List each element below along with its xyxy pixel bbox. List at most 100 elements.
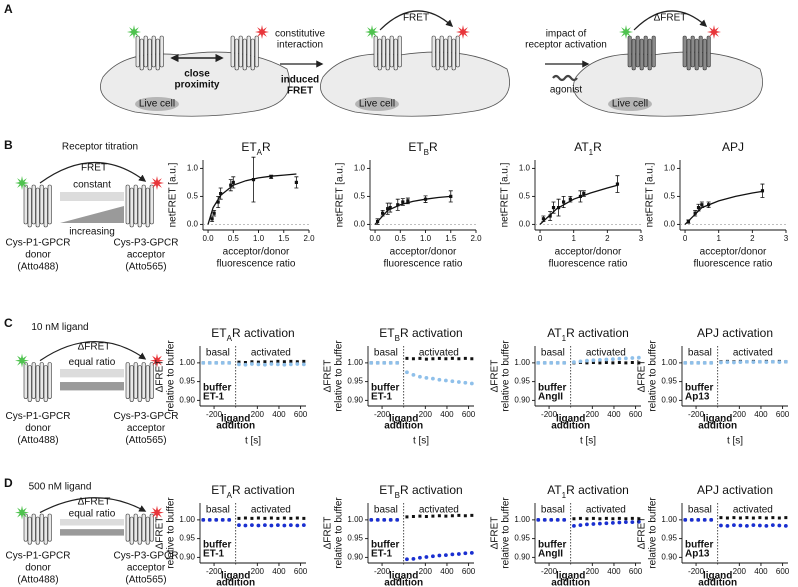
x-tick-label: 200 bbox=[419, 410, 433, 419]
chart-title: AT1R activation bbox=[547, 326, 629, 342]
data-point bbox=[604, 357, 609, 362]
legend-label: ET-1 bbox=[203, 549, 225, 560]
fit-curve bbox=[684, 190, 763, 225]
legend-label: buffer bbox=[538, 540, 566, 551]
y-tick-label: 0.0 bbox=[519, 220, 531, 229]
data-point bbox=[591, 358, 596, 363]
interaction-label: interaction bbox=[277, 40, 323, 51]
panel-label: A bbox=[4, 2, 13, 16]
data-point bbox=[604, 361, 608, 364]
receptor-helix bbox=[129, 365, 134, 402]
data-point bbox=[430, 554, 435, 559]
donor-label: Cys-P1-GPCR bbox=[5, 411, 70, 422]
event-label: ligand bbox=[389, 571, 418, 582]
data-point bbox=[212, 211, 216, 215]
receptor-helix bbox=[39, 184, 44, 225]
data-point bbox=[783, 359, 788, 364]
data-point bbox=[617, 520, 622, 525]
data-point bbox=[764, 523, 769, 528]
data-point bbox=[275, 523, 280, 528]
y-axis-label: relative to buffer bbox=[501, 497, 512, 569]
receptor-helix bbox=[149, 513, 154, 542]
y-tick-label: 1.00 bbox=[347, 358, 363, 367]
receptor-helix bbox=[393, 38, 398, 71]
receptor-helix bbox=[254, 35, 259, 68]
receptor-helix bbox=[151, 35, 156, 68]
acceptor-label: Cys-P3-GPCR bbox=[113, 238, 178, 249]
x-tick-label: 200 bbox=[419, 567, 433, 576]
annotation: activated bbox=[419, 348, 459, 359]
y-tick-label: 0.5 bbox=[519, 192, 531, 201]
annotation: activated bbox=[733, 348, 773, 359]
title-part: ET bbox=[211, 326, 227, 340]
data-point bbox=[276, 516, 280, 520]
chart-title: APJ activation bbox=[697, 326, 773, 340]
x-tick-label: 0 bbox=[683, 234, 688, 243]
data-point bbox=[745, 516, 749, 520]
data-point bbox=[418, 356, 422, 360]
donor-label: Cys-P1-GPCR bbox=[5, 238, 70, 249]
data-point bbox=[443, 553, 448, 558]
induced-label: induced bbox=[281, 75, 319, 86]
receptor-helix bbox=[23, 184, 28, 225]
y-axis-label: relative to buffer bbox=[334, 340, 345, 412]
panel-label: C bbox=[4, 316, 13, 330]
data-point bbox=[243, 523, 248, 528]
annotation: basal bbox=[206, 505, 230, 516]
data-point bbox=[227, 517, 232, 522]
data-point bbox=[611, 517, 615, 521]
title-part: B bbox=[395, 334, 400, 343]
data-point bbox=[764, 360, 769, 365]
legend-label: buffer bbox=[203, 540, 231, 551]
x-tick-label: 400 bbox=[440, 567, 454, 576]
data-point bbox=[783, 523, 788, 528]
receptor-helix bbox=[43, 365, 48, 402]
title-part: 1 bbox=[589, 148, 594, 157]
receptor-helix bbox=[143, 35, 148, 68]
receptor-helix bbox=[43, 516, 48, 545]
data-point bbox=[282, 360, 286, 364]
data-point bbox=[751, 523, 756, 528]
x-tick-label: 200 bbox=[733, 410, 747, 419]
data-point bbox=[604, 521, 609, 526]
data-point bbox=[624, 517, 628, 521]
x-tick-label: 400 bbox=[607, 567, 621, 576]
legend-label: ET-1 bbox=[203, 392, 225, 403]
cell bbox=[320, 51, 510, 117]
data-point bbox=[250, 360, 254, 364]
fit-curve bbox=[207, 173, 297, 225]
data-point bbox=[251, 178, 256, 182]
receptor-helix bbox=[627, 35, 632, 68]
data-point bbox=[275, 362, 280, 367]
x-tick-label: 1.5 bbox=[445, 234, 457, 243]
data-point bbox=[578, 194, 583, 198]
receptor-helix bbox=[250, 38, 255, 71]
x-tick-label: 0 bbox=[538, 234, 543, 243]
receptor-helix bbox=[377, 38, 382, 71]
data-point bbox=[725, 360, 730, 365]
x-tick-label: 600 bbox=[294, 410, 308, 419]
data-point bbox=[689, 360, 694, 365]
data-point bbox=[585, 517, 589, 521]
title-part: B bbox=[424, 148, 429, 157]
data-point bbox=[562, 200, 566, 204]
data-point bbox=[578, 359, 583, 364]
chart-title: ETAR bbox=[241, 140, 271, 156]
transfer-arrow bbox=[39, 341, 147, 362]
annotation: basal bbox=[541, 348, 565, 359]
data-point bbox=[597, 357, 602, 362]
data-point bbox=[424, 515, 428, 518]
y-axis-label: netFRET [a.u.] bbox=[500, 162, 511, 227]
data-point bbox=[689, 517, 694, 522]
data-point bbox=[536, 360, 541, 365]
receptor-helix bbox=[39, 513, 44, 542]
y-tick-label: 0.90 bbox=[514, 395, 530, 404]
receptor-helix bbox=[27, 365, 32, 402]
x-axis-label: acceptor/donor bbox=[390, 247, 457, 258]
fit-curve bbox=[374, 195, 451, 225]
data-point bbox=[220, 360, 225, 365]
data-point bbox=[611, 361, 615, 365]
data-point bbox=[386, 207, 390, 211]
receptor-helix bbox=[141, 184, 146, 225]
data-point bbox=[369, 517, 374, 522]
